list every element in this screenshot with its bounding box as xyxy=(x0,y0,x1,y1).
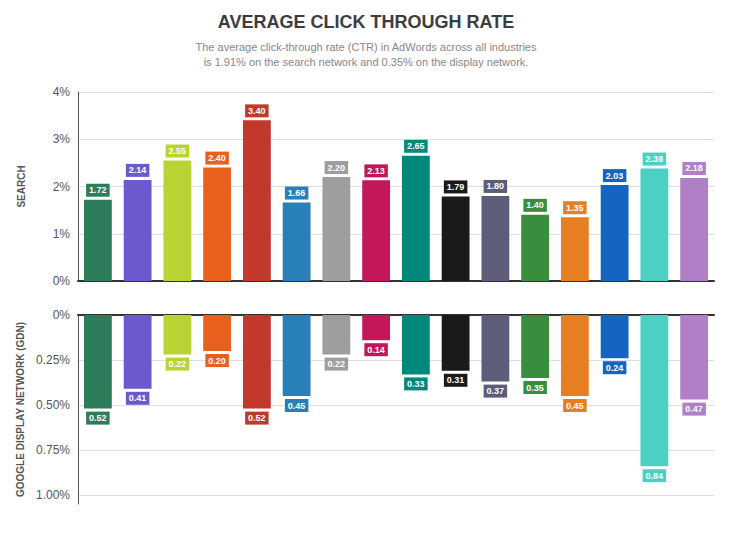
svg-text:0.24: 0.24 xyxy=(606,363,624,373)
svg-text:1.00%: 1.00% xyxy=(36,488,70,502)
svg-text:0.45: 0.45 xyxy=(288,401,306,411)
svg-text:0.14: 0.14 xyxy=(367,345,385,355)
svg-text:0.50%: 0.50% xyxy=(36,398,70,412)
svg-text:1.79: 1.79 xyxy=(447,182,465,192)
svg-text:0.47: 0.47 xyxy=(685,404,703,414)
svg-text:1.35: 1.35 xyxy=(566,203,584,213)
svg-text:2%: 2% xyxy=(53,180,71,194)
svg-text:1.80: 1.80 xyxy=(487,181,505,191)
svg-text:2.13: 2.13 xyxy=(367,166,385,176)
svg-text:0.33: 0.33 xyxy=(407,379,425,389)
svg-text:3.40: 3.40 xyxy=(248,106,266,116)
svg-text:4%: 4% xyxy=(53,85,71,99)
svg-text:0.84: 0.84 xyxy=(646,471,664,481)
svg-text:0%: 0% xyxy=(53,308,71,322)
svg-text:2.03: 2.03 xyxy=(606,171,624,181)
svg-text:2.20: 2.20 xyxy=(328,163,346,173)
svg-text:SEARCH: SEARCH xyxy=(16,165,27,207)
svg-text:1.66: 1.66 xyxy=(288,188,306,198)
svg-text:0.45: 0.45 xyxy=(566,401,584,411)
svg-text:0.52: 0.52 xyxy=(89,413,107,423)
svg-text:2.40: 2.40 xyxy=(208,153,226,163)
svg-text:GOOGLE DISPLAY NETWORK (GDN): GOOGLE DISPLAY NETWORK (GDN) xyxy=(15,322,26,497)
svg-text:1.40: 1.40 xyxy=(526,200,544,210)
svg-text:0.20: 0.20 xyxy=(208,356,226,366)
svg-text:3%: 3% xyxy=(53,132,71,146)
svg-text:AVERAGE CLICK THROUGH RATE: AVERAGE CLICK THROUGH RATE xyxy=(218,12,514,32)
svg-text:2.55: 2.55 xyxy=(169,146,187,156)
svg-text:is 1.91% on the search network: is 1.91% on the search network and 0.35%… xyxy=(204,56,529,68)
svg-text:0.52: 0.52 xyxy=(248,413,266,423)
svg-text:1%: 1% xyxy=(53,227,71,241)
svg-text:0.22: 0.22 xyxy=(328,359,346,369)
svg-text:0.35: 0.35 xyxy=(526,383,544,393)
svg-text:0%: 0% xyxy=(53,274,71,288)
svg-text:The average click-through rate: The average click-through rate (CTR) in … xyxy=(196,41,537,53)
svg-text:2.14: 2.14 xyxy=(129,165,147,175)
svg-text:2.65: 2.65 xyxy=(407,141,425,151)
svg-text:0.25%: 0.25% xyxy=(36,353,70,367)
svg-text:2.18: 2.18 xyxy=(685,163,703,173)
svg-text:0.31: 0.31 xyxy=(447,375,465,385)
svg-text:2.38: 2.38 xyxy=(646,154,664,164)
svg-text:1.72: 1.72 xyxy=(89,185,107,195)
svg-text:0.37: 0.37 xyxy=(487,386,505,396)
svg-text:0.22: 0.22 xyxy=(169,359,187,369)
svg-text:0.41: 0.41 xyxy=(129,393,147,403)
svg-text:0.75%: 0.75% xyxy=(36,443,70,457)
